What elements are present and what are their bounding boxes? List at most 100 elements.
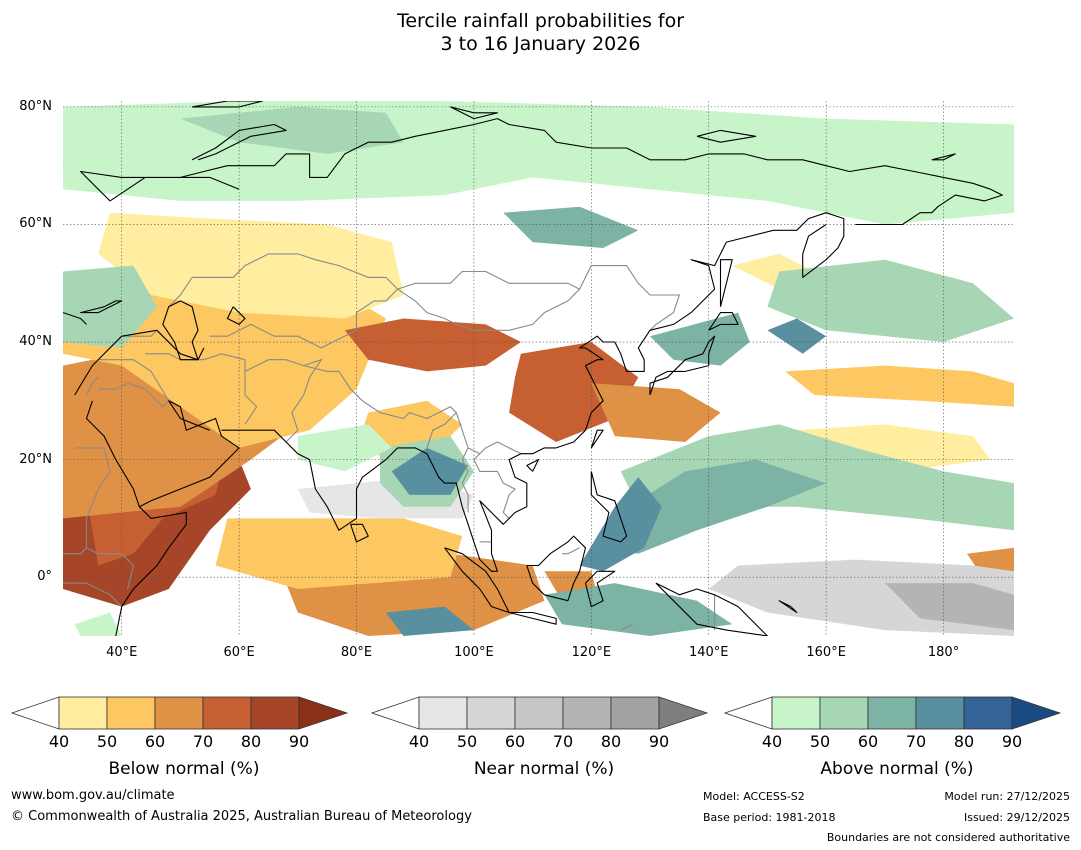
coastline xyxy=(350,523,369,543)
longitude-tick-label: 120°E xyxy=(571,645,612,660)
border-line xyxy=(473,453,516,519)
latitude-tick-label: 0° xyxy=(37,569,52,585)
border-line xyxy=(145,353,258,425)
coastline xyxy=(115,506,187,636)
colorbar-tick-label: 90 xyxy=(1001,732,1023,751)
coastline xyxy=(162,300,199,361)
coastline xyxy=(696,129,757,143)
below-normal-region-70 xyxy=(967,547,1014,572)
below-normal-region-80 xyxy=(344,318,521,372)
colorbar-segment xyxy=(915,696,965,730)
coastline xyxy=(450,106,498,120)
above-normal-region-70 xyxy=(503,206,639,248)
border-line xyxy=(86,582,123,607)
above-normal-region-50 xyxy=(74,612,122,636)
colorbar-segment xyxy=(771,696,821,730)
border-line xyxy=(579,265,681,331)
coastline xyxy=(508,611,557,625)
colorbar-title: Below normal (%) xyxy=(108,759,260,779)
colorbar-segment xyxy=(418,696,468,730)
coastline xyxy=(85,400,240,508)
below-normal-region-80 xyxy=(509,342,639,442)
colorbar-tick-label: 60 xyxy=(857,732,879,751)
longitude-tick-label: 100°E xyxy=(454,645,494,660)
colorbar-segment xyxy=(514,696,564,730)
colorbar-tick-label: 70 xyxy=(192,732,214,751)
longitude-tick-label: 60°E xyxy=(223,645,255,660)
coastline xyxy=(80,118,1003,226)
border-line xyxy=(98,359,170,408)
coastline xyxy=(655,582,768,636)
border-line xyxy=(121,329,158,337)
colorbar-tick-label: 40 xyxy=(48,732,70,751)
coastline xyxy=(931,153,956,161)
colorbar-over-triangle xyxy=(658,696,709,730)
coastline xyxy=(191,123,287,161)
border-line xyxy=(303,365,458,449)
below-normal-region-50 xyxy=(98,212,404,319)
probability-map xyxy=(63,101,1014,636)
colorbar-title: Above normal (%) xyxy=(820,759,974,779)
longitude-tick-label: 40°E xyxy=(106,645,138,660)
above-normal-region-60 xyxy=(767,259,1014,342)
coastline xyxy=(80,300,123,314)
colorbar-tick-label: 80 xyxy=(240,732,262,751)
coastline xyxy=(226,306,246,325)
coastline xyxy=(708,312,739,331)
coastline xyxy=(221,212,845,572)
below-normal-region-60 xyxy=(785,365,1014,407)
colorbar-tick-label: 90 xyxy=(648,732,670,751)
colorbar-segment xyxy=(154,696,204,730)
colorbar-under-triangle xyxy=(371,696,420,730)
coastline xyxy=(590,471,628,543)
below-colorbar-graphic xyxy=(11,696,349,730)
coastline xyxy=(719,259,733,307)
near-normal-region-80 xyxy=(884,583,1014,631)
colorbar-segment xyxy=(58,696,108,730)
footer-url: www.bom.gov.au/climate xyxy=(11,788,175,803)
border-line xyxy=(562,547,580,555)
probability-regions xyxy=(63,101,1014,636)
coastline xyxy=(584,570,616,608)
coastlines xyxy=(63,101,1003,636)
colorbar-under-triangle xyxy=(724,696,773,730)
border-line xyxy=(74,447,135,590)
longitude-tick-label: 140°E xyxy=(688,645,729,660)
colorbar-segment xyxy=(867,696,917,730)
footer-model: Model: ACCESS-S2 xyxy=(703,790,805,803)
latitude-tick-label: 40°N xyxy=(19,334,52,350)
title-line-2: 3 to 16 January 2026 xyxy=(440,33,641,55)
colorbar-segment xyxy=(819,696,869,730)
latitude-tick-label: 20°N xyxy=(19,451,52,467)
colorbar-under-triangle xyxy=(11,696,60,730)
above-normal-region-70 xyxy=(650,312,750,366)
colorbar-over-triangle xyxy=(298,696,349,730)
above-normal-region-60 xyxy=(180,106,404,154)
above-normal-region-80 xyxy=(579,477,662,572)
colorbar-tick-label: 60 xyxy=(144,732,166,751)
latitude-tick-label: 60°N xyxy=(19,216,52,232)
colorbar-segment xyxy=(250,696,300,730)
colorbar-tick-label: 90 xyxy=(288,732,310,751)
longitude-tick-label: 160°E xyxy=(806,645,846,660)
coastline xyxy=(526,459,540,472)
coastline xyxy=(590,429,604,449)
footer-disclaimer: Boundaries are not considered authoritat… xyxy=(826,831,1070,844)
border-line xyxy=(86,376,99,396)
latitude-tick-label: 80°N xyxy=(19,98,52,114)
below-normal-region-70 xyxy=(591,383,721,442)
colorbar-tick-label: 80 xyxy=(600,732,622,751)
colorbar-segment xyxy=(562,696,612,730)
coastline xyxy=(526,535,587,602)
border-line xyxy=(620,623,633,631)
colorbar-tick-label: 40 xyxy=(761,732,783,751)
coastline xyxy=(192,101,264,108)
coastline xyxy=(74,329,205,396)
coastline xyxy=(649,335,716,396)
footer-issued: Issued: 29/12/2025 xyxy=(963,811,1070,824)
colorbar-segment xyxy=(963,696,1013,730)
title-line-1: Tercile rainfall probabilities for xyxy=(396,10,685,32)
footer-copyright: © Commonwealth of Australia 2025, Austra… xyxy=(11,809,472,824)
colorbar-segment xyxy=(202,696,252,730)
colorbar-tick-label: 50 xyxy=(456,732,478,751)
